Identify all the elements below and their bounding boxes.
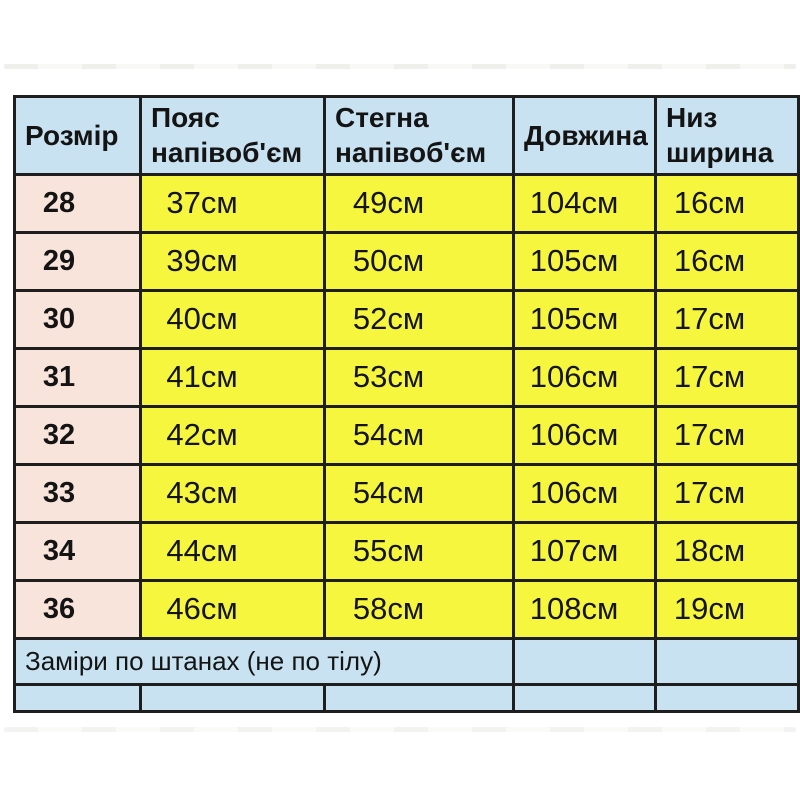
bottom-cell: 19см	[654, 578, 800, 640]
size-cell: 28	[13, 172, 142, 234]
header-length-label: Довжина	[524, 119, 648, 151]
header-hips-label-line2: напівоб'єм	[335, 137, 487, 169]
header-waist-label: Пояс	[151, 102, 220, 133]
bottom-cell: 17см	[654, 346, 800, 408]
waist-cell: 37см	[139, 172, 326, 234]
length-cell: 107см	[512, 520, 657, 582]
header-waist-label-line2: напівоб'єм	[151, 137, 303, 169]
size-chart-table: Розмір Пояс напівоб'єм Стегна напівоб'єм Д…	[13, 95, 800, 713]
size-cell: 34	[13, 520, 142, 582]
table-row-size-31: 31 41см 53см 106см 17см	[13, 346, 800, 408]
scan-artifact-line-top	[4, 64, 796, 69]
waist-cell: 39см	[139, 230, 326, 292]
empty-cell	[323, 682, 515, 713]
table-row-size-33: 33 43см 54см 106см 17см	[13, 462, 800, 524]
length-cell: 105см	[512, 288, 657, 350]
size-cell: 33	[13, 462, 142, 524]
measurement-note: Заміри по штанах (не по тілу)	[13, 636, 515, 686]
hips-cell: 53см	[323, 346, 515, 408]
empty-row	[13, 682, 800, 713]
header-cell-length: Довжина	[512, 95, 657, 176]
bottom-cell: 17см	[654, 404, 800, 466]
waist-cell: 46см	[139, 578, 326, 640]
length-cell: 104см	[512, 172, 657, 234]
bottom-cell: 18см	[654, 520, 800, 582]
table-row-size-29: 29 39см 50см 105см 16см	[13, 230, 800, 292]
table-row-size-36: 36 46см 58см 108см 19см	[13, 578, 800, 640]
hips-cell: 54см	[323, 462, 515, 524]
table-row-size-34: 34 44см 55см 107см 18см	[13, 520, 800, 582]
hips-cell: 50см	[323, 230, 515, 292]
bottom-cell: 17см	[654, 288, 800, 350]
size-cell: 31	[13, 346, 142, 408]
waist-cell: 40см	[139, 288, 326, 350]
length-cell: 106см	[512, 346, 657, 408]
footer-note-row: Заміри по штанах (не по тілу)	[13, 636, 800, 686]
header-size-label: Розмір	[25, 119, 119, 151]
header-bottom-label-line2: ширина	[666, 137, 774, 169]
empty-cell	[654, 636, 800, 686]
header-row: Розмір Пояс напівоб'єм Стегна напівоб'єм Д…	[13, 95, 800, 176]
waist-cell: 41см	[139, 346, 326, 408]
hips-cell: 54см	[323, 404, 515, 466]
empty-cell	[139, 682, 326, 713]
table-row-size-32: 32 42см 54см 106см 17см	[13, 404, 800, 466]
table-row-size-28: 28 37см 49см 104см 16см	[13, 172, 800, 234]
length-cell: 105см	[512, 230, 657, 292]
bottom-cell: 16см	[654, 172, 800, 234]
empty-cell	[654, 682, 800, 713]
header-cell-size: Розмір	[13, 95, 142, 176]
hips-cell: 49см	[323, 172, 515, 234]
empty-cell	[512, 636, 657, 686]
empty-cell	[13, 682, 142, 713]
length-cell: 106см	[512, 462, 657, 524]
waist-cell: 43см	[139, 462, 326, 524]
size-cell: 36	[13, 578, 142, 640]
hips-cell: 52см	[323, 288, 515, 350]
bottom-cell: 16см	[654, 230, 800, 292]
waist-cell: 42см	[139, 404, 326, 466]
header-cell-hips: Стегна напівоб'єм	[323, 95, 515, 176]
bottom-cell: 17см	[654, 462, 800, 524]
hips-cell: 58см	[323, 578, 515, 640]
empty-cell	[512, 682, 657, 713]
header-cell-bottom: Низ ширина	[654, 95, 800, 176]
header-hips-label: Стегна	[335, 102, 429, 133]
size-cell: 29	[13, 230, 142, 292]
length-cell: 108см	[512, 578, 657, 640]
header-bottom-label: Низ	[666, 102, 718, 133]
scan-artifact-line-bottom	[4, 727, 796, 732]
length-cell: 106см	[512, 404, 657, 466]
size-cell: 32	[13, 404, 142, 466]
hips-cell: 55см	[323, 520, 515, 582]
waist-cell: 44см	[139, 520, 326, 582]
table-row-size-30: 30 40см 52см 105см 17см	[13, 288, 800, 350]
header-cell-waist: Пояс напівоб'єм	[139, 95, 326, 176]
size-cell: 30	[13, 288, 142, 350]
